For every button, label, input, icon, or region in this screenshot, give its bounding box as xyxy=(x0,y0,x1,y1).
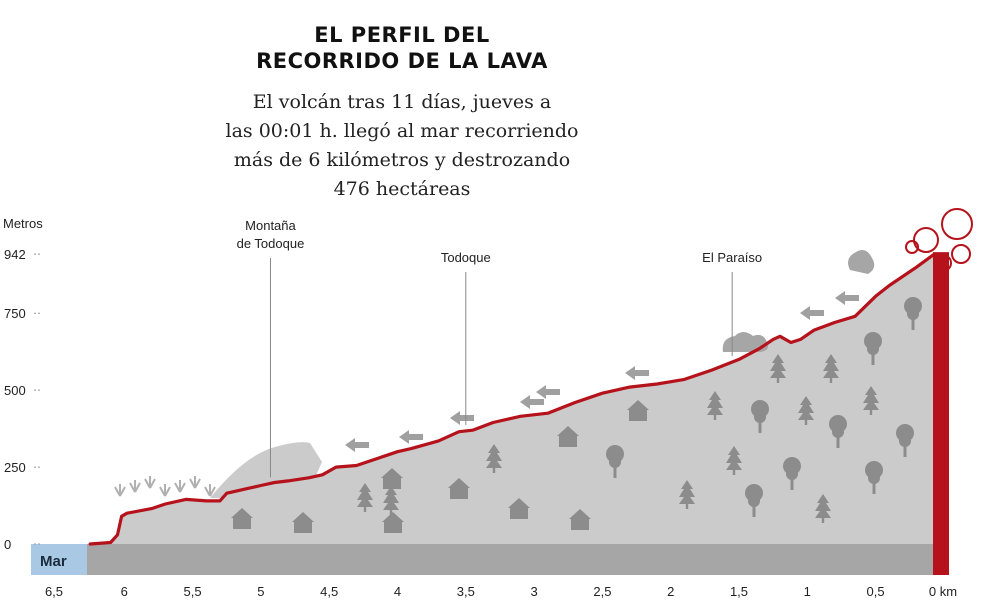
x-tick-label: 2 xyxy=(667,584,674,599)
y-tick-label: 750 xyxy=(4,306,26,321)
subtitle-line-3: más de 6 kilómetros y destrozando xyxy=(233,149,571,171)
x-tick-label: 1,5 xyxy=(730,584,748,599)
x-tick-label: 2,5 xyxy=(593,584,611,599)
bush-icon xyxy=(144,476,156,489)
crater-column xyxy=(933,252,949,575)
eruption-swirl-icon xyxy=(913,227,939,253)
scenery-layer xyxy=(114,208,973,533)
title-line-1: EL PERFIL DEL xyxy=(314,23,490,47)
y-axis-label: Metros xyxy=(3,216,43,231)
debris-icon xyxy=(345,438,369,452)
debris-icon xyxy=(450,411,474,425)
eruption-swirl-icon xyxy=(941,208,973,240)
bush-icon xyxy=(189,476,201,489)
debris-icon xyxy=(536,385,560,399)
bush-icon xyxy=(204,484,216,497)
debris-icon xyxy=(520,395,544,409)
x-tick-label: 5 xyxy=(257,584,264,599)
y-tick-label: 250 xyxy=(4,460,26,475)
x-tick-label: 6 xyxy=(121,584,128,599)
chart-subtitle: El volcán tras 11 días, jueves a las 00:… xyxy=(222,88,582,204)
x-tick-label: 4,5 xyxy=(320,584,338,599)
eruption-swirl-icon xyxy=(905,240,919,254)
eruption-swirl-icon xyxy=(951,244,971,264)
terrain-area xyxy=(90,254,935,544)
lava-line-layer xyxy=(88,252,936,546)
x-tick-label: 5,5 xyxy=(184,584,202,599)
bush-icon xyxy=(174,480,186,493)
smoke-cloud-icon xyxy=(722,332,769,352)
annotations-layer: Montaña de Todoque Todoque El Paraíso xyxy=(237,218,762,478)
subtitle-line-2: las 00:01 h. llegó al mar recorriendo xyxy=(225,120,579,142)
eruption-swirl-icon xyxy=(934,254,952,272)
sea-area xyxy=(31,544,87,575)
bush-icon xyxy=(159,484,171,497)
ground-base xyxy=(31,544,936,575)
subtitle-line-4: 476 hectáreas xyxy=(333,178,471,200)
subtitle-line-1: El volcán tras 11 días, jueves a xyxy=(252,91,552,113)
bush-icon xyxy=(114,484,126,497)
debris-icon xyxy=(800,306,824,320)
place-label: Montaña xyxy=(245,218,296,233)
y-tick-label: 0 xyxy=(4,537,11,552)
terrain-layer: Mar xyxy=(31,252,949,575)
x-tick-label: 0 km xyxy=(929,584,957,599)
place-label: El Paraíso xyxy=(702,250,762,265)
x-tick-label: 4 xyxy=(394,584,401,599)
x-tick-label: 0,5 xyxy=(867,584,885,599)
y-tick-label: 500 xyxy=(4,383,26,398)
debris-icon xyxy=(625,366,649,380)
x-tick-label: 3,5 xyxy=(457,584,475,599)
debris-icon xyxy=(399,430,423,444)
lava-line xyxy=(88,252,936,546)
montana-hill xyxy=(210,442,322,500)
y-tick-label: 942 xyxy=(4,247,26,262)
axes-layer: Metros 0 250 500 750 942 6,5 6 5,5 5 4,5 4 3,5 3 2,5 2… xyxy=(3,216,957,599)
place-label: de Todoque xyxy=(237,236,305,251)
x-tick-label: 6,5 xyxy=(45,584,63,599)
sea-label: Mar xyxy=(40,553,67,570)
debris-icon xyxy=(835,291,859,305)
x-tick-label: 3 xyxy=(530,584,537,599)
chart-title: EL PERFIL DEL RECORRIDO DE LA LAVA xyxy=(232,22,572,74)
place-label: Todoque xyxy=(441,250,491,265)
x-tick-label: 1 xyxy=(804,584,811,599)
title-line-2: RECORRIDO DE LA LAVA xyxy=(256,49,548,73)
bush-icon xyxy=(129,480,141,493)
smoke-cloud-icon xyxy=(848,250,875,274)
